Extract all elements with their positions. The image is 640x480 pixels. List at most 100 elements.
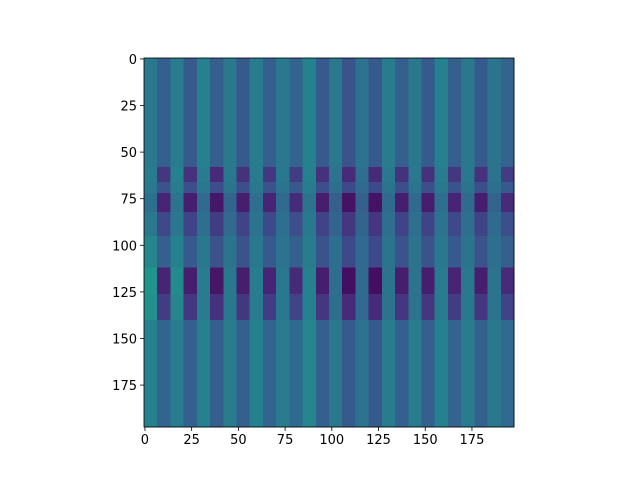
heatmap-cell bbox=[223, 267, 237, 295]
heatmap-cell bbox=[500, 58, 515, 168]
heatmap-cell bbox=[447, 267, 462, 295]
heatmap-cell bbox=[223, 293, 237, 321]
heatmap-cell bbox=[329, 293, 343, 321]
heatmap-cell bbox=[144, 235, 158, 268]
heatmap-cell bbox=[276, 181, 290, 194]
heatmap-cell bbox=[262, 267, 277, 295]
heatmap-cell bbox=[183, 235, 198, 268]
heatmap-cell bbox=[170, 211, 184, 237]
heatmap-cell bbox=[236, 293, 251, 321]
heatmap-cell bbox=[381, 58, 396, 168]
heatmap-cell bbox=[236, 267, 251, 295]
heatmap-cell bbox=[170, 293, 184, 321]
heatmap-cell bbox=[368, 211, 383, 237]
heatmap-cell bbox=[223, 58, 237, 168]
heatmap-cell bbox=[236, 193, 251, 213]
heatmap-cell bbox=[236, 58, 251, 168]
heatmap-cell bbox=[421, 211, 436, 237]
heatmap-cell bbox=[395, 167, 409, 183]
heatmap-cell bbox=[249, 181, 264, 194]
heatmap-cell bbox=[381, 293, 396, 321]
heatmap-cell bbox=[447, 293, 462, 321]
heatmap-cell bbox=[342, 319, 356, 428]
heatmap-cell bbox=[355, 293, 369, 321]
heatmap-cell bbox=[447, 235, 462, 268]
heatmap-cell bbox=[434, 181, 449, 194]
heatmap-cell bbox=[487, 235, 502, 268]
heatmap-cell bbox=[434, 319, 449, 428]
heatmap-cell bbox=[395, 211, 409, 237]
heatmap-cell bbox=[434, 267, 449, 295]
heatmap-cell bbox=[170, 235, 184, 268]
x-tick-label: 0 bbox=[141, 433, 149, 448]
heatmap-cell bbox=[461, 167, 475, 183]
heatmap-cell bbox=[276, 211, 290, 237]
heatmap-cell bbox=[381, 267, 396, 295]
heatmap-cell bbox=[183, 267, 198, 295]
heatmap-cell bbox=[421, 181, 436, 194]
heatmap-cell bbox=[434, 193, 449, 213]
heatmap-cell bbox=[196, 181, 211, 194]
heatmap-cell bbox=[329, 193, 343, 213]
heatmap-cell bbox=[342, 58, 356, 168]
heatmap-cell bbox=[144, 193, 158, 213]
heatmap-cell bbox=[289, 319, 303, 428]
heatmap-cell bbox=[315, 193, 330, 213]
heatmap-cell bbox=[461, 293, 475, 321]
heatmap-cell bbox=[395, 181, 409, 194]
heatmap-cell bbox=[315, 319, 330, 428]
heatmap-cell bbox=[302, 211, 317, 237]
heatmap-cell bbox=[276, 319, 290, 428]
heatmap-cell bbox=[144, 319, 158, 428]
heatmap-cell bbox=[262, 167, 277, 183]
heatmap-cell bbox=[474, 293, 488, 321]
heatmap-cell bbox=[236, 167, 251, 183]
heatmap-cell bbox=[434, 211, 449, 237]
heatmap-cell bbox=[447, 58, 462, 168]
heatmap-cell bbox=[144, 181, 158, 194]
heatmap-cell bbox=[144, 58, 158, 168]
heatmap-cell bbox=[368, 167, 383, 183]
heatmap-cell bbox=[461, 211, 475, 237]
heatmap-cell bbox=[302, 193, 317, 213]
heatmap-cell bbox=[170, 167, 184, 183]
heatmap-cell bbox=[368, 235, 383, 268]
x-tick-label: 75 bbox=[277, 433, 294, 448]
heatmap-cell bbox=[196, 193, 211, 213]
heatmap-cell bbox=[262, 293, 277, 321]
heatmap-cell bbox=[395, 267, 409, 295]
heatmap-cell bbox=[249, 58, 264, 168]
heatmap-cell bbox=[500, 167, 515, 183]
heatmap-cell bbox=[315, 267, 330, 295]
heatmap-cell bbox=[144, 293, 158, 321]
heatmap-cell bbox=[342, 235, 356, 268]
heatmap-cell bbox=[276, 293, 290, 321]
heatmap-cell bbox=[289, 293, 303, 321]
heatmap-cell bbox=[276, 58, 290, 168]
heatmap-cell bbox=[302, 58, 317, 168]
heatmap-cell bbox=[395, 58, 409, 168]
heatmap-cell bbox=[487, 211, 502, 237]
heatmap-cell bbox=[210, 235, 224, 268]
heatmap-cell bbox=[461, 58, 475, 168]
heatmap-cell bbox=[236, 181, 251, 194]
heatmap-cell bbox=[262, 211, 277, 237]
heatmap-cell bbox=[474, 211, 488, 237]
heatmap-cell bbox=[183, 58, 198, 168]
heatmap-cell bbox=[249, 267, 264, 295]
heatmap-cell bbox=[329, 181, 343, 194]
heatmap-cell bbox=[487, 193, 502, 213]
heatmap-cell bbox=[223, 193, 237, 213]
heatmap-cell bbox=[368, 181, 383, 194]
heatmap-cell bbox=[210, 293, 224, 321]
heatmap-cell bbox=[500, 193, 515, 213]
heatmap-cell bbox=[395, 319, 409, 428]
heatmap-cell bbox=[381, 319, 396, 428]
heatmap-cell bbox=[461, 319, 475, 428]
heatmap-cell bbox=[196, 211, 211, 237]
heatmap-cell bbox=[302, 319, 317, 428]
heatmap-cell bbox=[315, 181, 330, 194]
heatmap-cell bbox=[500, 235, 515, 268]
